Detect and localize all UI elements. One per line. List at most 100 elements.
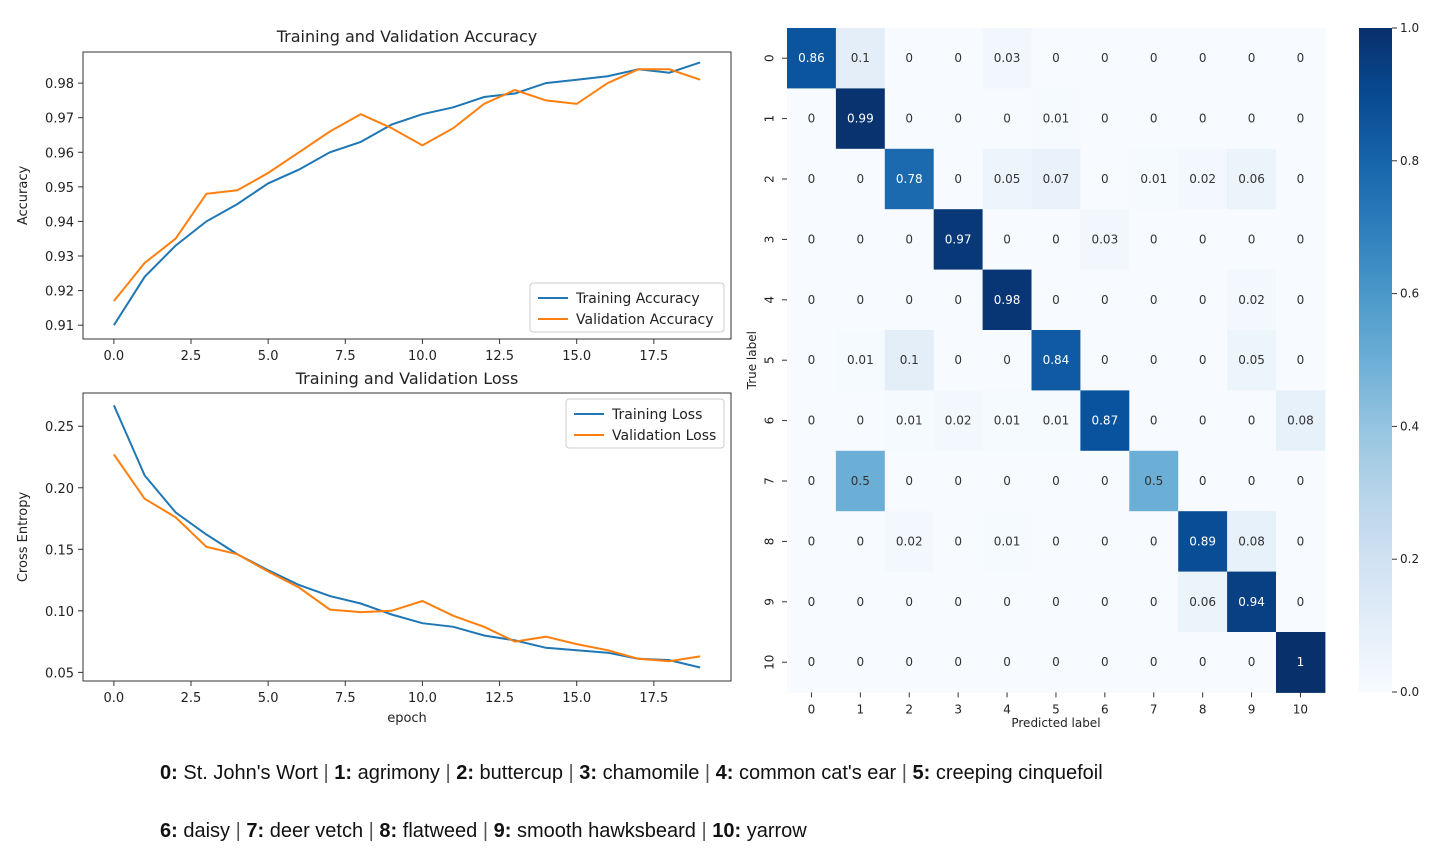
x-tick-label: 5.0 xyxy=(258,349,279,364)
y-tick-label: 0.98 xyxy=(45,77,74,92)
heatmap-cell xyxy=(1031,88,1081,150)
heatmap-cell xyxy=(1031,632,1081,693)
colorbar-tick-label: 1.0 xyxy=(1400,21,1419,35)
heatmap-cell xyxy=(1031,209,1081,271)
cell-value-label: 0 xyxy=(1297,595,1305,609)
y-tick-label: 2 xyxy=(763,175,777,183)
x-tick-label: 12.5 xyxy=(485,349,514,364)
cell-value-label: 0 xyxy=(1248,112,1256,126)
heatmap-cell xyxy=(982,450,1032,512)
heatmap-cell xyxy=(1178,88,1228,150)
series-line-0 xyxy=(113,61,701,326)
cell-value-label: 0 xyxy=(1101,595,1109,609)
cell-value-label: 0 xyxy=(1150,353,1158,367)
cell-value-label: 0 xyxy=(1199,474,1207,488)
heatmap-cell xyxy=(787,269,837,331)
y-tick-label: 0.91 xyxy=(45,319,74,334)
cell-value-label: 0 xyxy=(808,474,816,488)
cell-value-label: 0.1 xyxy=(900,353,919,367)
heatmap-cell xyxy=(982,330,1032,391)
cell-value-label: 0 xyxy=(857,232,865,246)
cell-value-label: 0 xyxy=(1003,112,1011,126)
y-tick-label: 4 xyxy=(763,296,777,304)
heatmap-cell xyxy=(982,209,1032,271)
class-key-name: smooth hawksbeard xyxy=(511,820,696,842)
class-key-separator: | xyxy=(562,762,580,784)
x-tick-label: 0.0 xyxy=(104,691,125,706)
class-key-name: common cat's ear xyxy=(733,762,897,784)
cell-value-label: 0 xyxy=(808,172,816,186)
cell-value-label: 0 xyxy=(1248,51,1256,65)
heatmap-cell xyxy=(1080,632,1130,693)
heatmap-cell xyxy=(982,269,1032,331)
y-tick-label: 8 xyxy=(763,538,777,546)
cell-value-label: 0.05 xyxy=(1238,353,1265,367)
class-key-code: 7: xyxy=(246,820,265,842)
cell-value-label: 0 xyxy=(808,112,816,126)
heatmap-cell xyxy=(1276,88,1326,150)
cell-value-label: 0 xyxy=(1003,474,1011,488)
heatmap-cell xyxy=(835,571,886,633)
cell-value-label: 0 xyxy=(1297,232,1305,246)
heatmap-cell xyxy=(787,28,837,89)
cell-value-label: 0.02 xyxy=(896,534,923,548)
cell-value-label: 0 xyxy=(1297,353,1305,367)
y-tick-label: 0.96 xyxy=(45,146,74,161)
heatmap-cell xyxy=(1178,511,1228,573)
class-key-code: 8: xyxy=(379,820,398,842)
y-tick-label: 3 xyxy=(763,236,777,244)
y-tick-label: 10 xyxy=(763,655,777,670)
cell-value-label: 0 xyxy=(1248,232,1256,246)
class-key-separator: | xyxy=(477,820,494,842)
x-tick-label: 4 xyxy=(1003,702,1011,716)
colorbar-tick-label: 0.0 xyxy=(1400,685,1419,699)
cell-value-label: 0 xyxy=(954,655,962,669)
cell-value-label: 0 xyxy=(808,655,816,669)
y-tick-label: 0.92 xyxy=(45,285,74,300)
cell-value-label: 0 xyxy=(857,655,865,669)
heatmap-cell xyxy=(1129,450,1179,512)
cell-value-label: 0 xyxy=(1297,51,1305,65)
heatmap-cell xyxy=(1178,632,1228,693)
x-tick-label: 8 xyxy=(1199,702,1207,716)
cell-value-label: 0 xyxy=(1052,232,1060,246)
cell-value-label: 0 xyxy=(954,293,962,307)
class-key-separator: | xyxy=(317,762,335,784)
heatmap-cell xyxy=(835,28,886,89)
cell-value-label: 0.08 xyxy=(1287,414,1314,428)
heatmap-cell xyxy=(933,209,984,271)
heatmap-cell xyxy=(1227,269,1277,331)
heatmap-cell xyxy=(1276,571,1326,633)
x-tick-label: 1 xyxy=(857,702,865,716)
class-key-separator: | xyxy=(230,820,247,842)
x-tick-label: 15.0 xyxy=(562,349,591,364)
heatmap-cell xyxy=(835,390,886,452)
class-legend-key: 0: St. John's Wort | 1: agrimony | 2: bu… xyxy=(160,756,1360,848)
cell-value-label: 0 xyxy=(1052,293,1060,307)
cell-value-label: 0 xyxy=(1150,293,1158,307)
heatmap-cell xyxy=(787,632,837,693)
class-key-code: 3: xyxy=(579,762,598,784)
heatmap-cell xyxy=(1129,390,1179,452)
cell-value-label: 0 xyxy=(954,534,962,548)
heatmap-cell xyxy=(835,88,886,150)
class-key-code: 1: xyxy=(334,762,353,784)
class-key-name: agrimony xyxy=(352,762,440,784)
cell-value-label: 0 xyxy=(1003,655,1011,669)
cell-value-label: 0 xyxy=(1101,655,1109,669)
cell-value-label: 0.07 xyxy=(1043,172,1070,186)
legend-entry: Validation Loss xyxy=(612,428,716,444)
heatmap-cell xyxy=(1080,330,1130,391)
cell-value-label: 0 xyxy=(1297,474,1305,488)
x-tick-label: 6 xyxy=(1101,702,1109,716)
cell-value-label: 0.01 xyxy=(1140,172,1167,186)
heatmap-cell xyxy=(1129,209,1179,271)
series-line-1 xyxy=(113,453,701,663)
cell-value-label: 0 xyxy=(1003,353,1011,367)
cell-value-label: 0 xyxy=(1052,474,1060,488)
heatmap-cell xyxy=(1276,390,1326,452)
heatmap-cell xyxy=(1031,511,1081,573)
cell-value-label: 0 xyxy=(905,51,913,65)
heatmap-cell xyxy=(835,450,886,512)
cell-value-label: 0.94 xyxy=(1238,595,1265,609)
